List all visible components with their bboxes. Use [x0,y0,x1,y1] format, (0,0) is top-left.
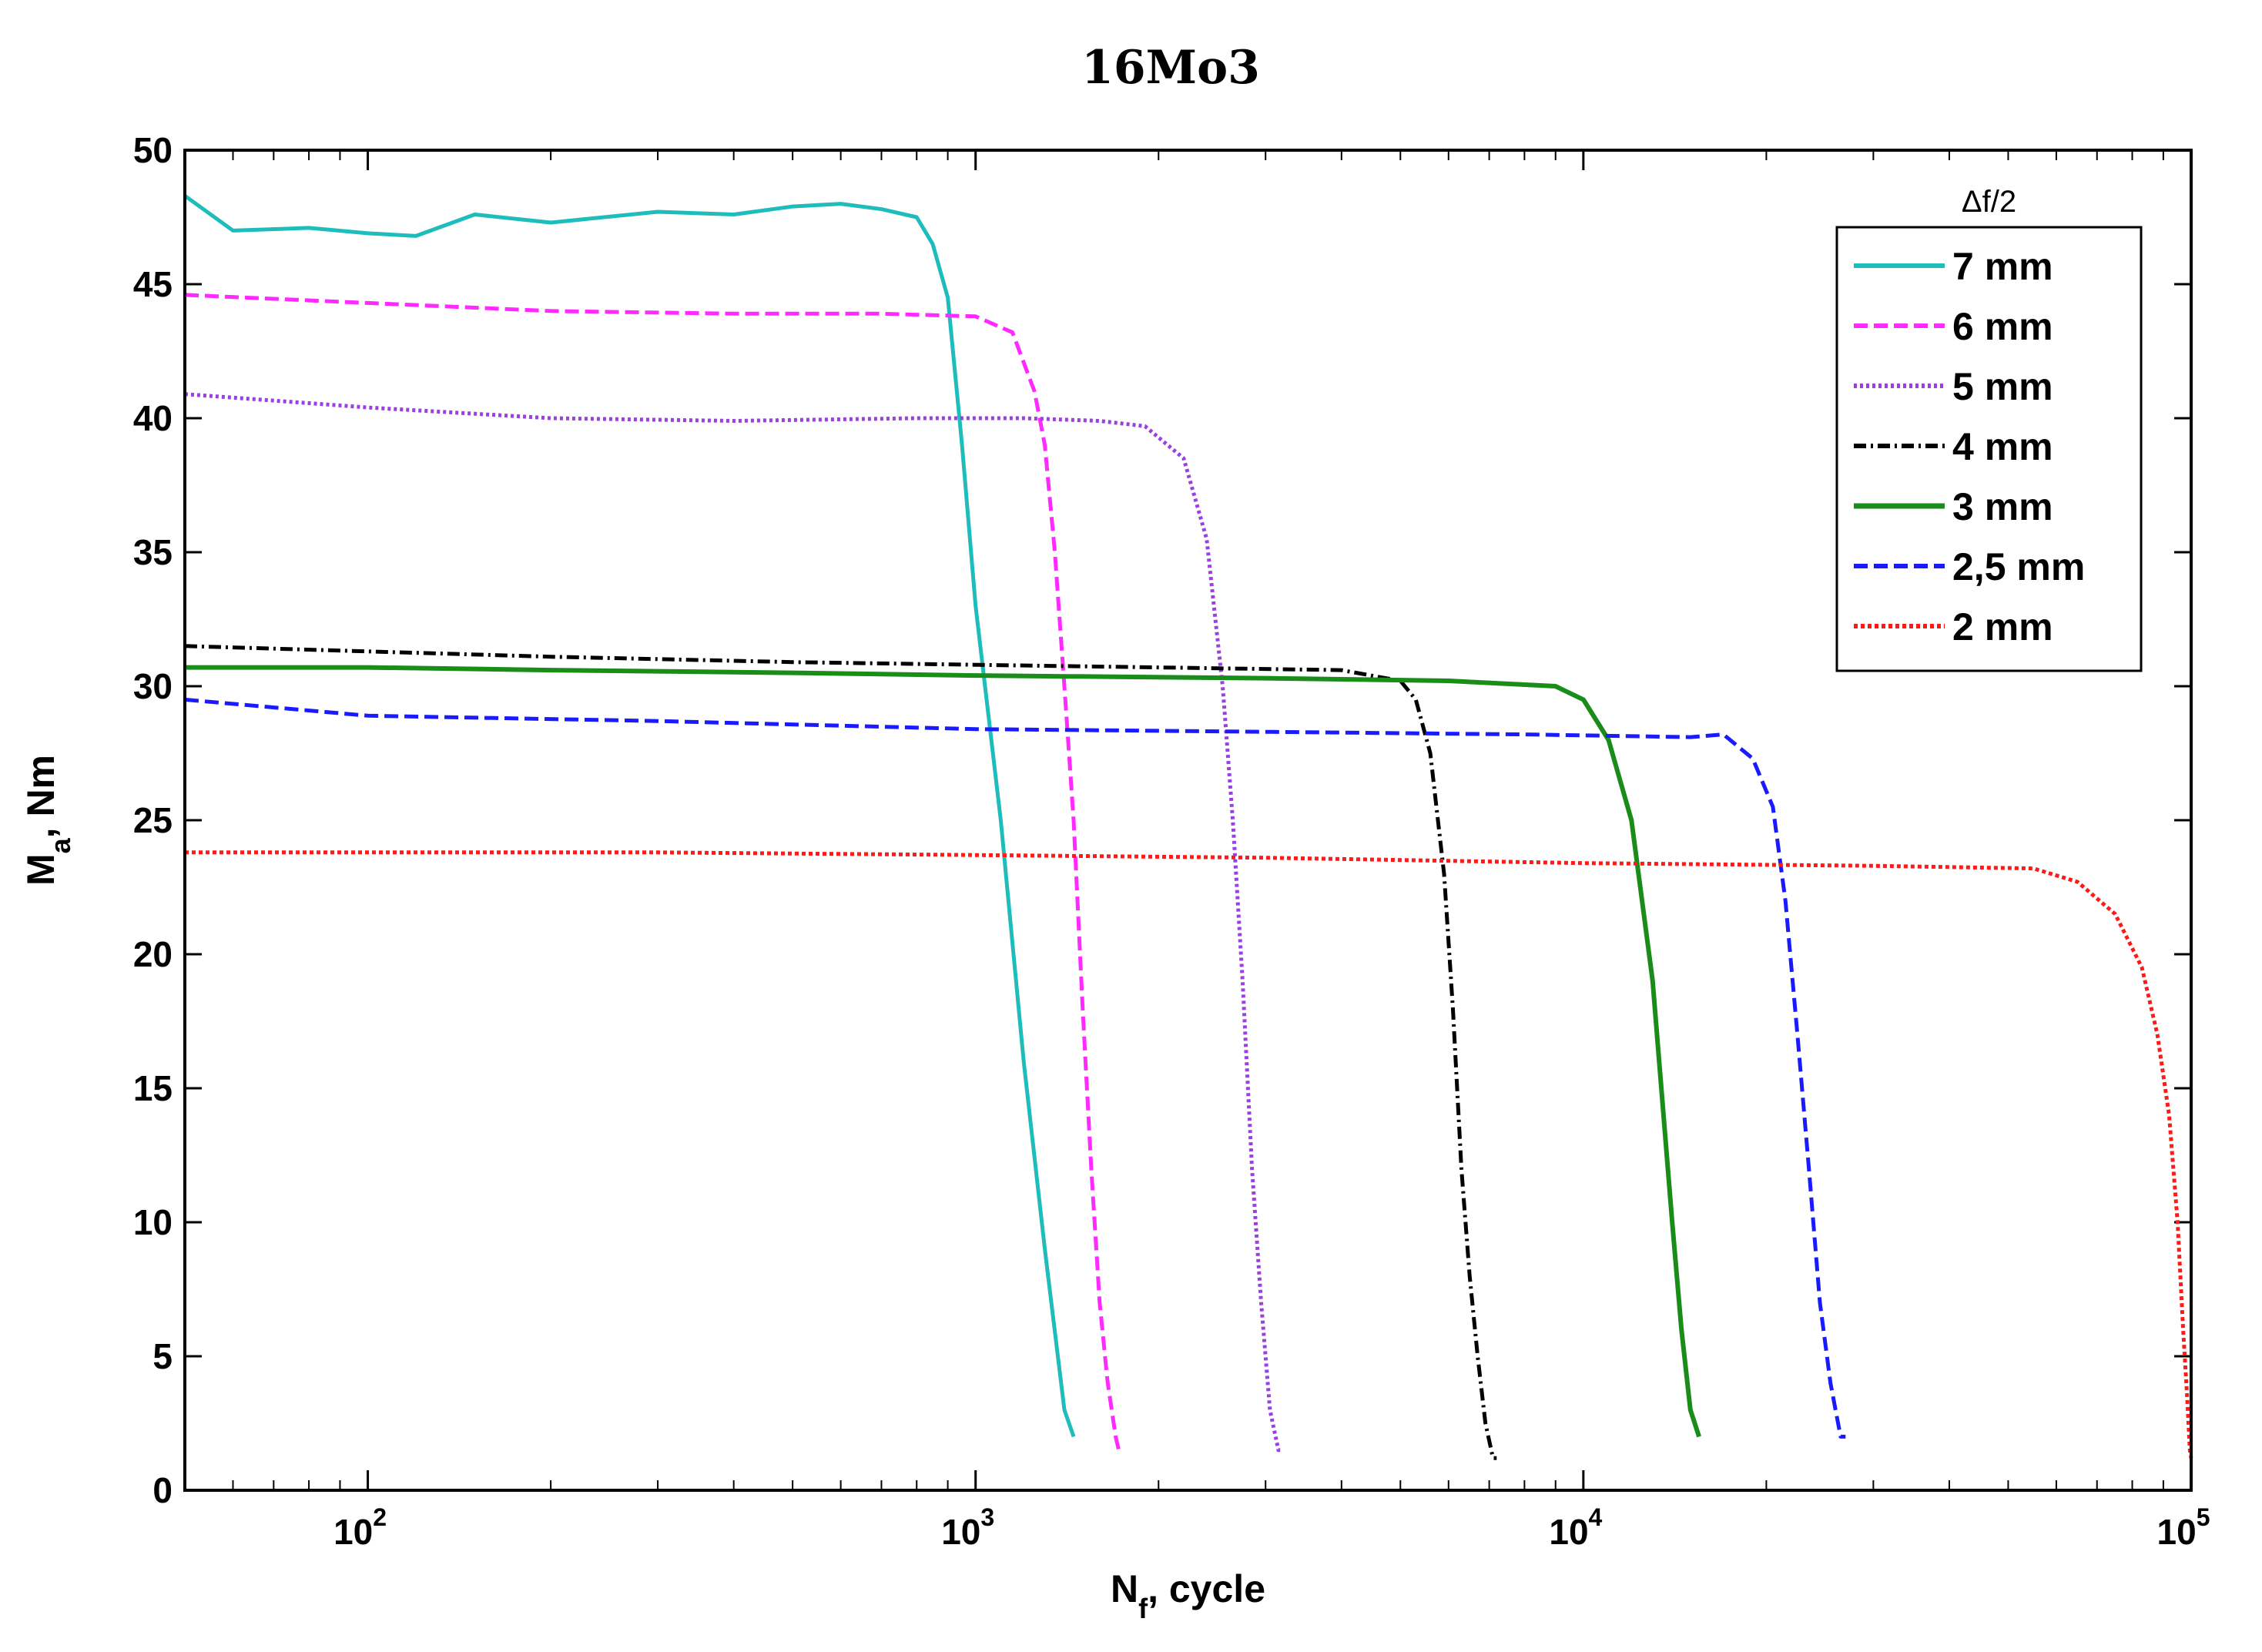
y-axis-label-rest: , Nm [19,755,62,838]
y-tick-label: 45 [133,264,173,304]
legend-title: Δf/2 [1962,185,2016,219]
legend-items: 7 mm 6 mm 5 mm 4 mm 3 mm 2,5 mm 2 mm [1854,245,2085,648]
x-axis-label-rest: , cycle [1148,1567,1265,1610]
legend: Δf/2 7 mm 6 mm 5 mm 4 mm 3 mm 2,5 mm 2 mm [1835,185,2143,672]
legend-box [1835,226,2143,672]
x-tick-label-exp: 3 [980,1503,994,1531]
x-tick-label: 102 [333,1503,387,1552]
x-tick-label-base: 10 [941,1512,980,1552]
legend-label: 2,5 mm [1952,545,2085,588]
x-axis-label: Nf, cycle [1111,1567,1265,1624]
series-line-6-mm [184,293,1121,1451]
x-tick-label: 104 [1549,1503,1602,1552]
plot-area [183,149,2193,1492]
x-tick-label-base: 10 [333,1512,373,1552]
series-line-5-mm [184,392,1283,1453]
legend-label: 4 mm [1952,425,2053,468]
y-tick-label: 50 [133,130,173,170]
series-line-3-mm [185,665,1701,1438]
x-tick-label: 103 [941,1503,994,1552]
x-axis-label-main: N [1111,1567,1138,1610]
y-tick-label: 40 [133,398,173,438]
y-tick-label: 10 [133,1202,173,1242]
x-axis-label-sub: f [1138,1593,1148,1624]
y-tick-label: 5 [152,1336,173,1376]
y-tick-label: 15 [133,1068,173,1108]
y-axis-label-main: M [19,853,62,886]
x-tick-label-exp: 2 [373,1503,387,1531]
x-tick-label-base: 10 [2157,1512,2197,1552]
legend-label: 5 mm [1952,365,2053,408]
y-tick-label: 35 [133,532,173,572]
axis-ticks [185,149,2193,1492]
series-layer [183,194,2193,1460]
x-tick-label-exp: 4 [1589,1503,1603,1531]
series-line-2-mm [185,850,2193,1459]
y-tick-label: 30 [133,666,173,706]
y-tick-label: 20 [133,934,173,974]
legend-label: 2 mm [1952,605,2053,648]
chart-title: 16Mo3 [1081,41,1260,95]
legend-label: 6 mm [1952,305,2053,348]
y-tick-label: 0 [152,1470,173,1510]
y-tick-label: 25 [133,800,173,840]
series-line-7-mm [183,194,1076,1438]
y-axis-label-sub: a [45,837,76,853]
series-line-4-mm [184,644,1497,1460]
x-tick-label: 105 [2157,1503,2210,1552]
y-axis-label: Ma, Nm [19,755,76,886]
x-tick-label-exp: 5 [2197,1503,2210,1531]
legend-label: 7 mm [1952,245,2053,288]
legend-label: 3 mm [1952,485,2053,528]
x-tick-label-base: 10 [1549,1512,1588,1552]
series-line-2-5-mm [184,697,1846,1439]
